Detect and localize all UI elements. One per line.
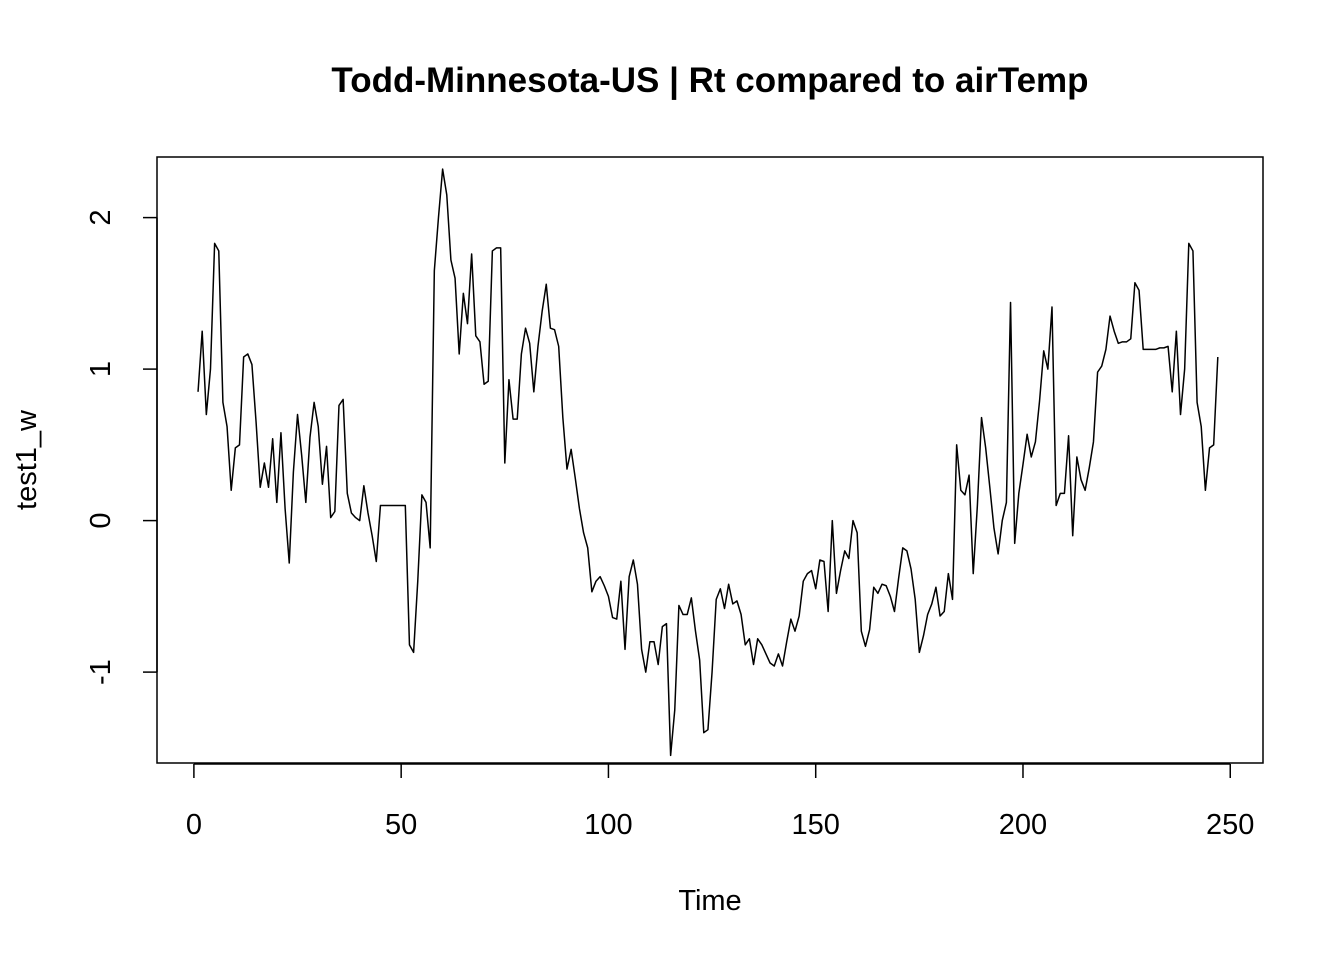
x-tick-label: 150 (792, 809, 840, 841)
y-tick-label: -1 (85, 659, 117, 685)
y-tick-label: 0 (85, 513, 117, 529)
series-layer (197, 168, 1219, 757)
plot-frame (156, 156, 1264, 764)
x-tick-label: 50 (385, 809, 417, 841)
x-tick-label: 250 (1206, 809, 1254, 841)
y-tick-label: 2 (85, 210, 117, 226)
x-axis-ticks: 0 50 100 150 200 250 (186, 764, 1254, 841)
x-axis-label: Time (678, 885, 741, 917)
x-tick-label: 200 (999, 809, 1047, 841)
x-tick-label: 0 (186, 809, 202, 841)
series-line-0 (197, 168, 1219, 757)
y-axis-label: test1_w (11, 409, 43, 510)
chart-title: Todd-Minnesota-US | Rt compared to airTe… (331, 61, 1088, 100)
y-tick-label: 1 (85, 361, 117, 377)
x-tick-label: 100 (584, 809, 632, 841)
y-axis-ticks: -1 0 1 2 (85, 210, 157, 685)
